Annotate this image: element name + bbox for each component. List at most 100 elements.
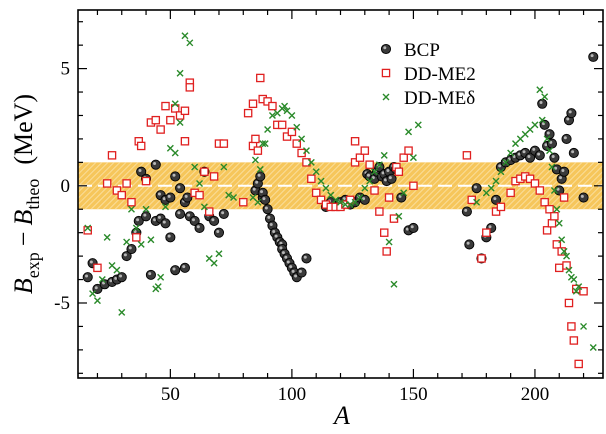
data-point — [557, 247, 566, 256]
legend-label: DD-MEδ — [404, 88, 475, 109]
data-point — [150, 159, 161, 170]
svg-text:Bexp−Btheo(MeV): Bexp − Btheo (MeV) — [9, 94, 43, 294]
data-point — [191, 163, 199, 171]
data-point — [165, 192, 176, 203]
data-point — [507, 149, 515, 157]
data-point — [176, 69, 184, 77]
data-point — [219, 139, 229, 148]
data-point — [462, 151, 472, 160]
data-point — [588, 51, 599, 62]
data-point — [568, 147, 579, 159]
data-point — [337, 198, 344, 206]
data-point — [575, 283, 583, 291]
data-point — [180, 106, 190, 116]
data-point — [555, 263, 564, 273]
data-point — [482, 228, 491, 237]
data-point — [375, 207, 384, 216]
data-point — [525, 152, 536, 163]
data-point — [185, 83, 195, 92]
data-point — [400, 189, 408, 197]
data-point — [293, 123, 301, 131]
data-point — [350, 137, 360, 146]
data-point — [170, 171, 181, 182]
data-point — [359, 194, 370, 205]
data-point — [287, 127, 297, 137]
data-point — [210, 259, 218, 267]
data-point — [312, 168, 320, 176]
data-point — [563, 252, 571, 260]
data-point — [559, 193, 569, 202]
data-point — [506, 188, 515, 198]
data-point — [82, 272, 93, 283]
y-axis-symbol-1: B — [9, 278, 38, 294]
data-point — [255, 171, 266, 182]
data-point — [538, 116, 546, 124]
data-point — [302, 158, 311, 167]
data-point — [260, 194, 271, 205]
data-point — [268, 101, 277, 111]
data-point — [112, 186, 122, 195]
data-point — [296, 267, 307, 278]
data-point — [567, 322, 576, 331]
data-point — [122, 179, 131, 188]
data-point — [365, 160, 374, 169]
data-point — [350, 158, 360, 167]
data-point — [549, 152, 560, 163]
data-point — [547, 219, 557, 228]
y-tick-label: 0 — [61, 176, 71, 197]
data-point — [361, 184, 369, 192]
data-point — [317, 177, 325, 185]
data-point — [195, 190, 204, 200]
data-point — [209, 215, 220, 227]
data-point — [360, 146, 370, 155]
data-point — [542, 140, 553, 151]
data-point — [84, 224, 92, 232]
data-point — [559, 166, 570, 177]
data-point — [189, 215, 200, 227]
data-point — [464, 239, 475, 250]
data-point — [322, 184, 330, 192]
data-point — [103, 233, 111, 241]
data-point — [502, 158, 510, 166]
data-point — [176, 119, 184, 127]
data-point — [371, 168, 379, 176]
data-point — [137, 240, 145, 248]
data-point — [473, 198, 481, 206]
data-point — [277, 120, 287, 130]
data-point — [552, 240, 562, 249]
data-point — [487, 184, 495, 192]
data-point — [574, 359, 583, 369]
data-point — [477, 254, 486, 263]
data-point — [98, 276, 106, 284]
data-point — [548, 163, 556, 171]
data-point — [200, 167, 209, 176]
data-point — [180, 137, 190, 146]
data-point — [539, 119, 550, 130]
data-point — [395, 212, 403, 220]
data-point — [414, 121, 422, 129]
data-point — [409, 154, 417, 162]
data-point — [136, 166, 147, 177]
data-point — [561, 133, 572, 144]
y-axis-symbol-2: B — [9, 210, 38, 226]
series-square — [83, 73, 588, 369]
data-point — [147, 236, 155, 244]
data-point — [491, 194, 502, 205]
data-point — [142, 205, 150, 213]
data-point — [541, 93, 549, 101]
y-axis-sub-exp: exp — [23, 252, 43, 278]
data-point — [385, 238, 393, 246]
data-point — [161, 101, 170, 111]
data-point — [209, 172, 219, 181]
data-point — [93, 297, 101, 305]
x-tick-label: 100 — [278, 384, 307, 405]
data-point — [107, 151, 117, 160]
data-point — [534, 150, 545, 161]
data-point — [408, 222, 419, 234]
data-point — [213, 227, 225, 238]
data-point — [355, 153, 365, 162]
y-axis-unit: (MeV) — [9, 94, 38, 165]
data-point — [118, 308, 126, 316]
data-point — [165, 232, 176, 243]
